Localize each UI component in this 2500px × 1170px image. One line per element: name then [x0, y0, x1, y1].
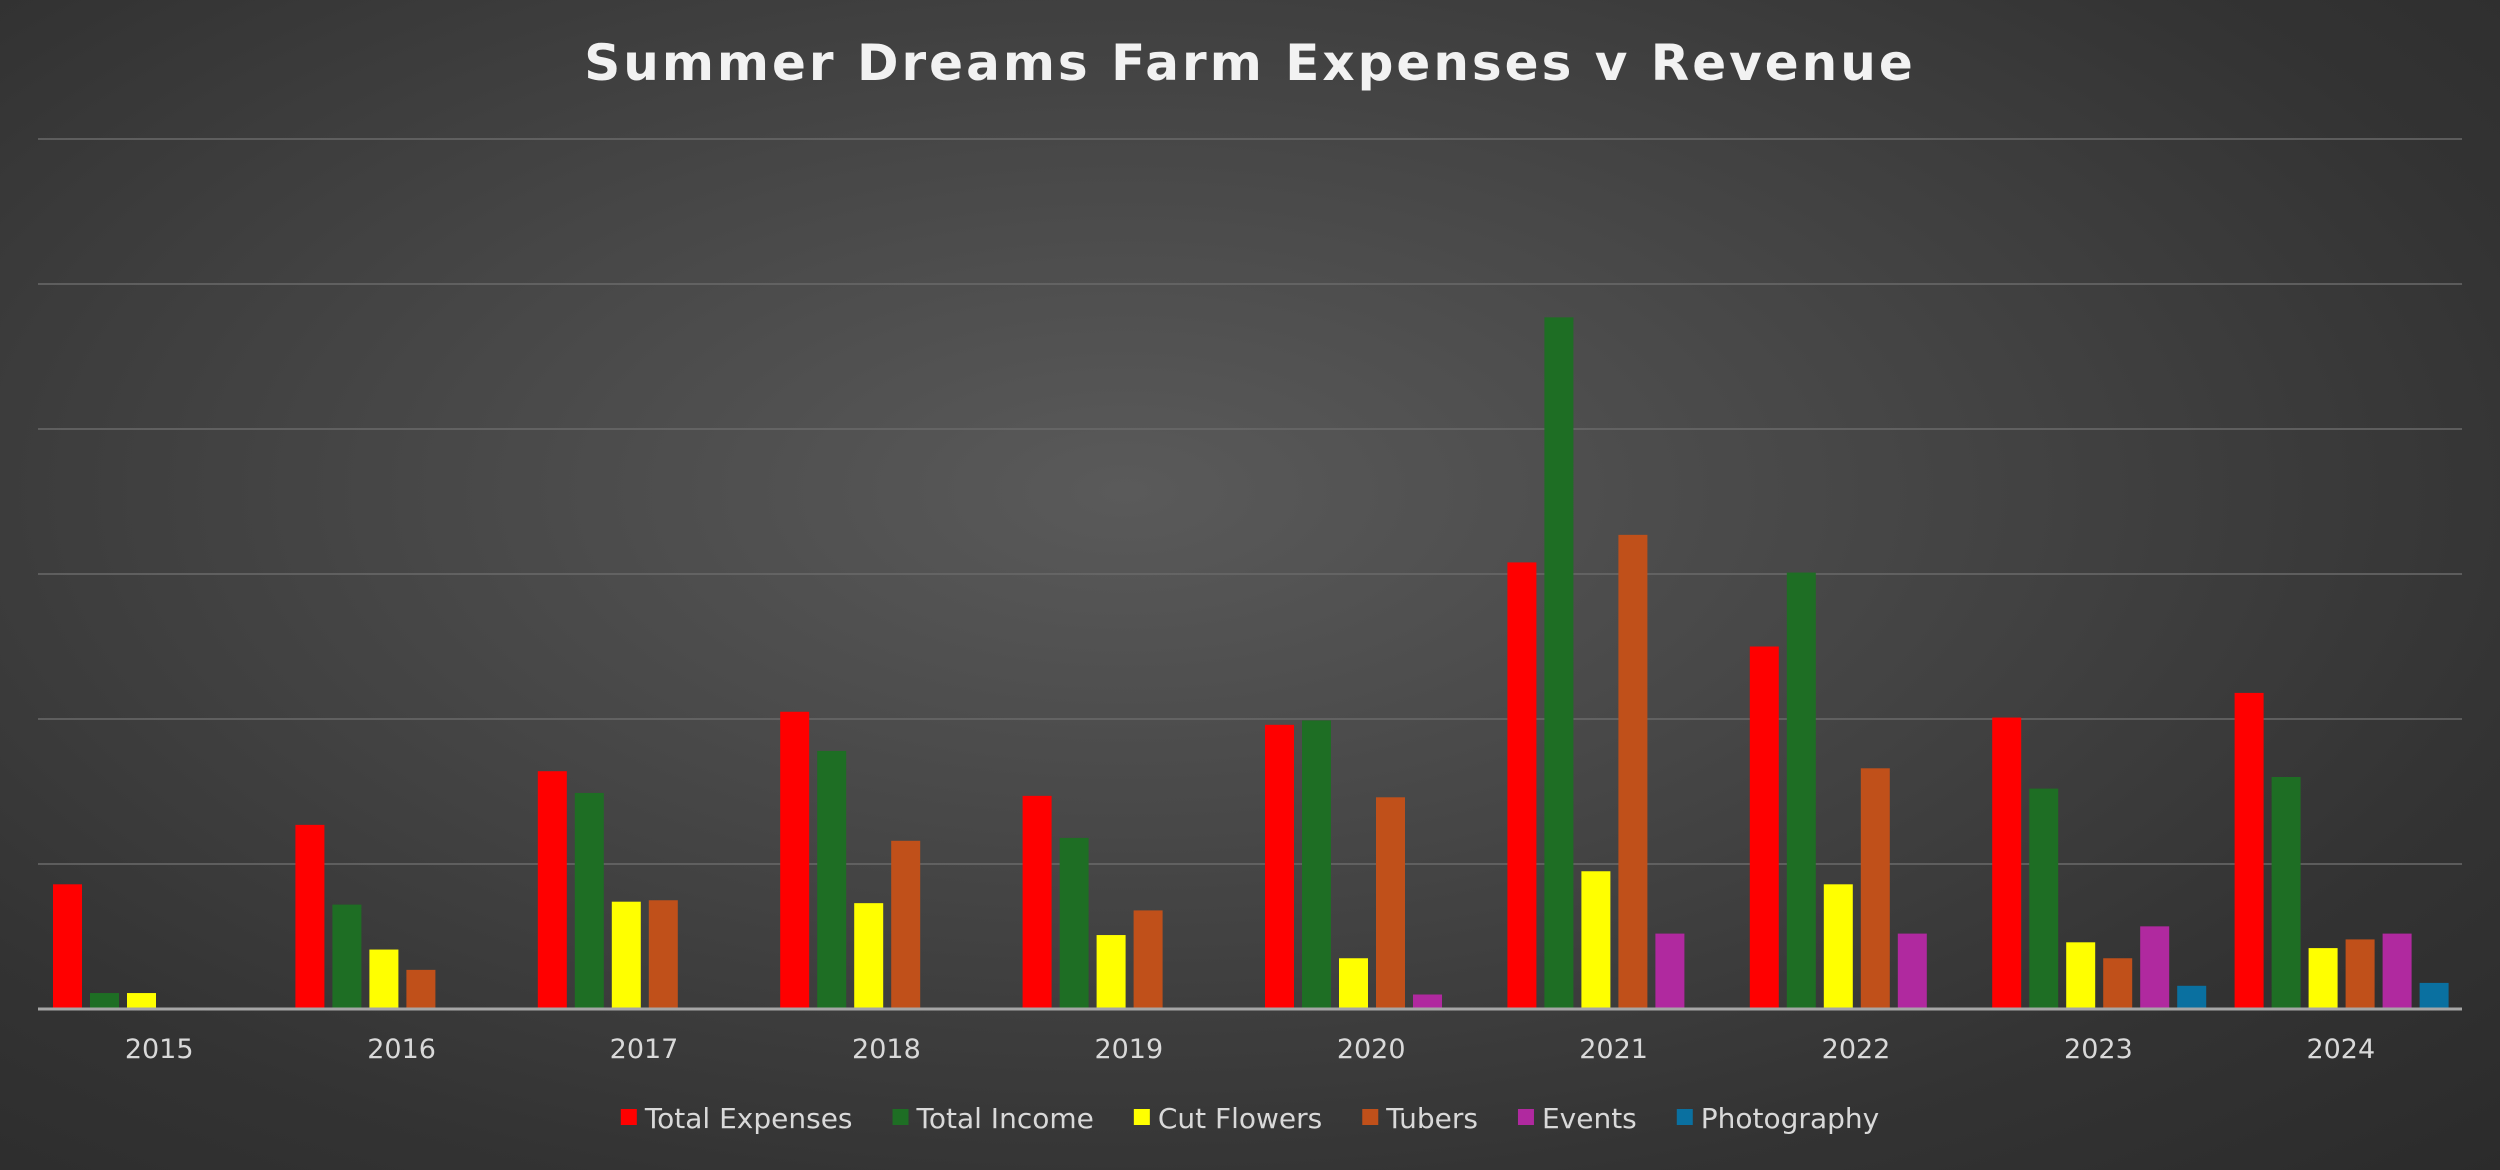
x-tick-label: 2015 — [125, 1034, 194, 1065]
x-tick-label: 2018 — [852, 1034, 921, 1065]
chart-title: Summer Dreams Farm Expenses v Revenue — [584, 34, 1916, 92]
bar-tubers-2017 — [648, 900, 678, 1009]
bar-tubers-2022 — [1860, 768, 1890, 1009]
bar-cut-flowers-2017 — [611, 901, 641, 1009]
bar-tubers-2019 — [1133, 910, 1163, 1009]
x-tick-label: 2021 — [1579, 1034, 1648, 1065]
bar-total-income-2022 — [1786, 572, 1816, 1009]
bar-total-expenses-2019 — [1022, 795, 1052, 1009]
bar-tubers-2021 — [1618, 534, 1648, 1009]
legend-swatch — [1517, 1109, 1534, 1125]
bar-events-2020 — [1413, 994, 1442, 1009]
bar-total-income-2017 — [574, 792, 604, 1009]
bar-total-expenses-2017 — [537, 771, 567, 1009]
legend: Total Expenses Total Income Cut Flowers Tub… — [620, 1102, 1879, 1135]
legend-swatch — [620, 1109, 637, 1125]
x-axis-ticks: 2015 2016 2017 2018 2019 2020 2021 2022 2023 2024 — [125, 1034, 2375, 1065]
gridlines — [38, 138, 2462, 865]
bar-tubers-2023 — [2103, 958, 2133, 1009]
bar-total-income-2016 — [332, 904, 362, 1009]
bar-cut-flowers-2023 — [2066, 942, 2096, 1009]
bar-total-expenses-2022 — [1749, 646, 1779, 1009]
legend-swatch — [892, 1109, 909, 1125]
bar-events-2021 — [1655, 933, 1685, 1009]
bar-total-income-2019 — [1059, 837, 1089, 1009]
x-tick-label: 2023 — [2064, 1034, 2133, 1065]
bar-total-income-2021 — [1544, 317, 1574, 1010]
bar-total-expenses-2016 — [295, 824, 325, 1009]
legend-swatch — [1133, 1109, 1150, 1125]
legend-label: Total Expenses — [644, 1102, 853, 1135]
legend-swatch — [1676, 1109, 1693, 1125]
bar-events-2024 — [2382, 933, 2412, 1009]
bar-total-income-2023 — [2029, 788, 2059, 1009]
bar-photography-2023 — [2177, 985, 2207, 1009]
bar-events-2023 — [2140, 926, 2170, 1009]
bar-cut-flowers-2024 — [2308, 948, 2338, 1009]
bar-tubers-2020 — [1376, 797, 1405, 1009]
bar-tubers-2018 — [891, 840, 921, 1009]
bar-cut-flowers-2018 — [854, 903, 884, 1009]
bar-photography-2024 — [2419, 982, 2449, 1009]
legend-label: Events — [1542, 1102, 1637, 1135]
legend-label: Total Income — [916, 1102, 1094, 1135]
bar-tubers-2016 — [406, 969, 436, 1009]
x-tick-label: 2019 — [1094, 1034, 1163, 1065]
x-tick-label: 2017 — [610, 1034, 679, 1065]
bar-total-income-2020 — [1302, 720, 1331, 1009]
x-tick-label: 2022 — [1822, 1034, 1891, 1065]
bar-cut-flowers-2020 — [1339, 958, 1368, 1009]
x-tick-label: 2024 — [2306, 1034, 2375, 1065]
bar-total-income-2024 — [2271, 777, 2301, 1009]
bar-cut-flowers-2022 — [1823, 884, 1853, 1009]
bar-total-income-2015 — [90, 993, 119, 1009]
bar-cut-flowers-2015 — [127, 993, 156, 1009]
x-tick-label: 2020 — [1337, 1034, 1406, 1065]
bar-cut-flowers-2021 — [1581, 871, 1611, 1009]
bar-cut-flowers-2016 — [369, 949, 399, 1009]
legend-label: Tubers — [1385, 1102, 1478, 1135]
bar-cut-flowers-2019 — [1096, 935, 1126, 1009]
bar-total-expenses-2020 — [1265, 724, 1294, 1009]
bar-tubers-2024 — [2345, 939, 2375, 1009]
bars — [53, 317, 2449, 1010]
bar-total-expenses-2018 — [780, 711, 810, 1009]
bar-total-expenses-2024 — [2234, 692, 2264, 1009]
bar-total-expenses-2015 — [53, 884, 82, 1009]
bar-total-expenses-2023 — [1992, 717, 2022, 1009]
legend-label: Cut Flowers — [1158, 1102, 1322, 1135]
bar-events-2022 — [1897, 933, 1927, 1009]
x-tick-label: 2016 — [367, 1034, 436, 1065]
bar-total-expenses-2021 — [1507, 562, 1537, 1009]
bar-total-income-2018 — [817, 750, 847, 1009]
legend-label: Photography — [1701, 1102, 1879, 1135]
legend-swatch — [1362, 1109, 1379, 1125]
